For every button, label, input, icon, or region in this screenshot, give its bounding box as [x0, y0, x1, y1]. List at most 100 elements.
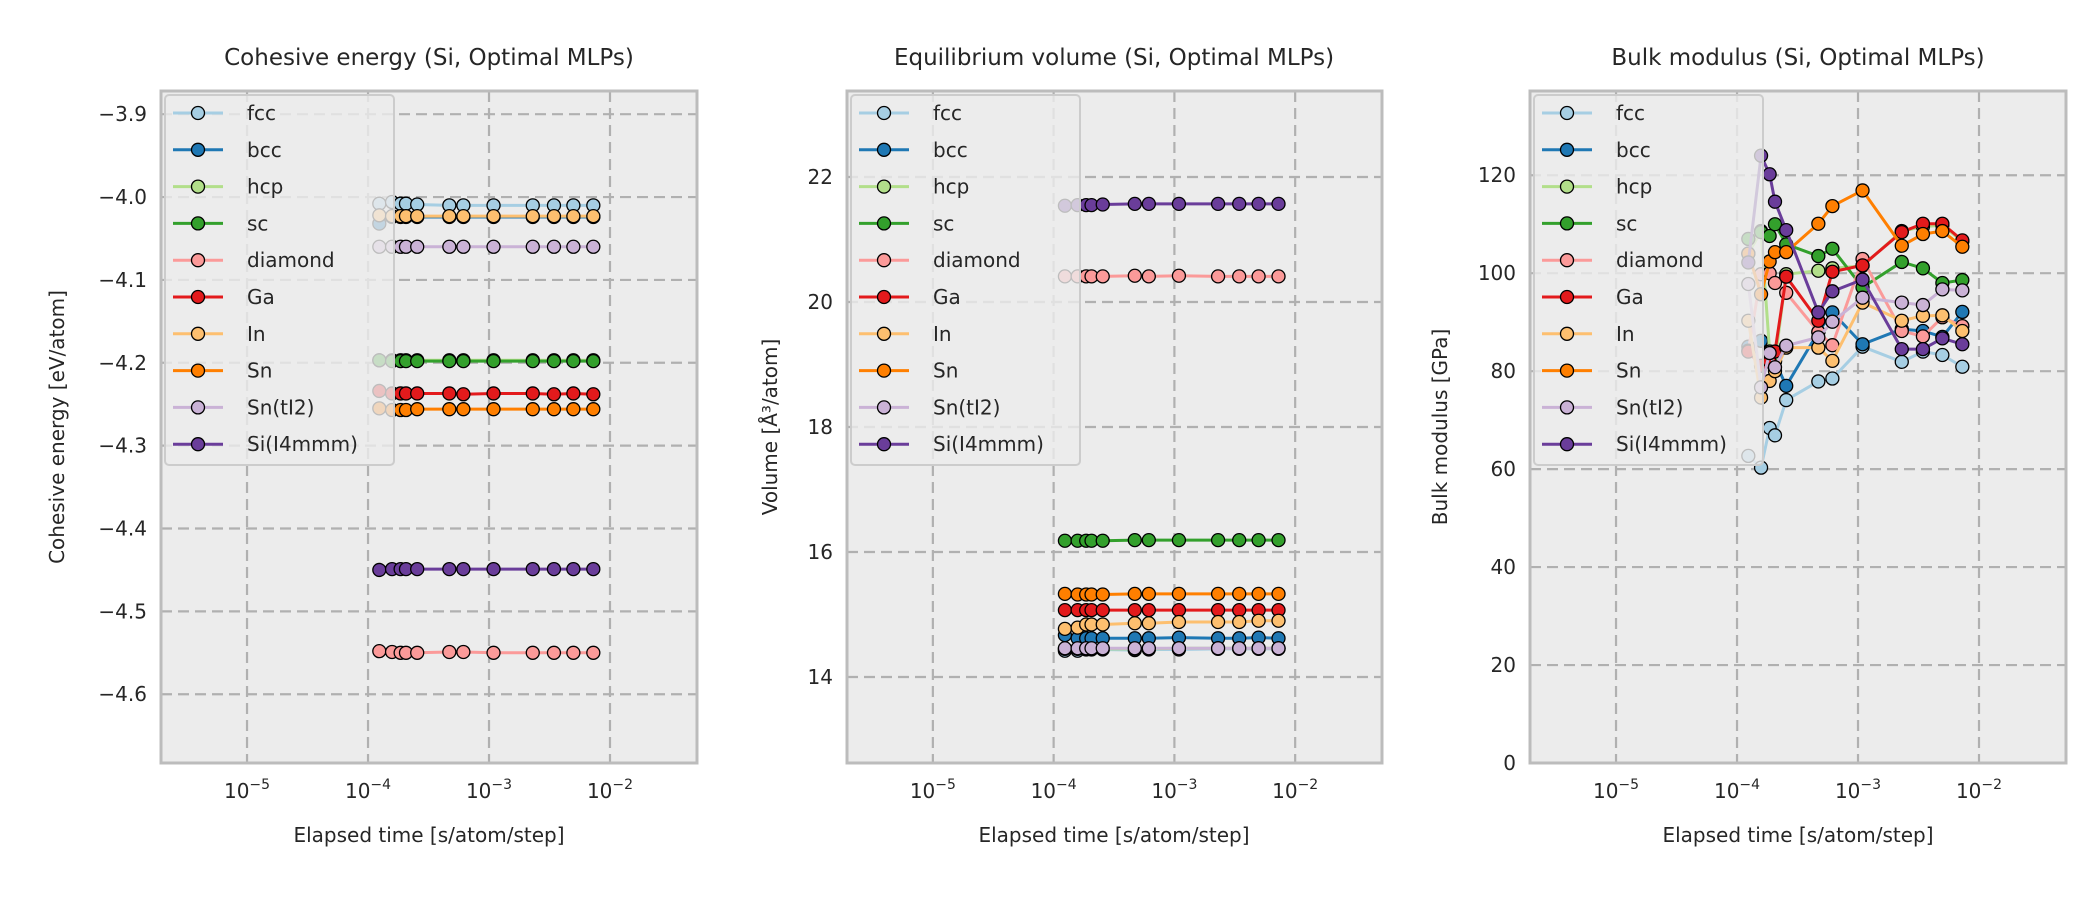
legend-marker: [1559, 105, 1575, 121]
data-point-ga: [1171, 602, 1187, 618]
data-point-ga: [410, 386, 425, 401]
legend-item-diamond: diamond: [1542, 248, 1704, 272]
data-point-sn-ti2: [1095, 641, 1110, 656]
x-tick-exponent: −5: [1618, 777, 1639, 793]
y-tick-label: −4.4: [98, 517, 147, 541]
data-point-sn-ti2: [1935, 282, 1950, 297]
data-point-bcc: [1779, 378, 1794, 394]
data-point-in: [1141, 616, 1156, 631]
data-point-in: [1057, 621, 1073, 637]
legend-label: sc: [933, 211, 954, 235]
x-tick-label: 10−5: [910, 777, 956, 803]
legend-label: Sn(tI2): [1616, 395, 1683, 419]
data-point-diamond: [1210, 269, 1226, 284]
data-point-in: [486, 208, 501, 224]
data-point-sn-ti2: [525, 239, 540, 254]
data-point-diamond: [1915, 329, 1931, 344]
x-tick-base: 10: [1956, 779, 1981, 803]
x-tick-label: 10−4: [1714, 777, 1760, 803]
legend-label: Ga: [933, 285, 961, 309]
data-point-sn: [1057, 586, 1073, 602]
y-tick-label: 40: [1491, 555, 1516, 579]
data-point-diamond: [566, 645, 581, 660]
data-point-ga: [1127, 602, 1142, 618]
legend: fcc bcc hcp sc diamond Ga In Sn Sn(tI2) Si(I4mmm): [850, 94, 1081, 466]
x-tick-label: 10−4: [345, 777, 391, 803]
data-point-sn: [546, 402, 562, 417]
legend-item-sn: Sn: [1542, 359, 1641, 383]
legend-item-sn: Sn: [173, 359, 272, 383]
x-tick-exponent: −4: [1056, 777, 1077, 793]
axes-frame: [159, 89, 699, 765]
x-tick-base: 10: [587, 779, 612, 803]
x-tick-exponent: −2: [1981, 777, 2002, 793]
data-point-sn-ti2: [566, 239, 581, 254]
legend-label: Ga: [247, 285, 275, 309]
data-point-in: [1171, 614, 1187, 630]
legend-item-bcc: bcc: [173, 138, 282, 162]
data-point-ga: [1210, 602, 1226, 618]
legend-label: hcp: [933, 175, 969, 199]
x-tick-exponent: −2: [1298, 777, 1319, 793]
data-point-si-i4mmm: [1767, 194, 1783, 209]
data-point-ga: [546, 387, 562, 402]
legend-label: fcc: [933, 101, 962, 125]
data-point-sn-ti2: [1894, 295, 1909, 310]
data-point-sn: [1915, 226, 1931, 242]
legend-label: Sn(tI2): [933, 395, 1000, 419]
x-axis-label: Elapsed time [s/atom/step]: [1662, 823, 1933, 847]
legend-marker: [190, 179, 206, 194]
data-point-sc: [566, 353, 581, 369]
legend-item-sn-ti2: Sn(tI2): [1542, 395, 1683, 419]
data-point-diamond: [525, 645, 540, 660]
data-point-ga: [1232, 602, 1247, 618]
data-point-sc: [1210, 532, 1226, 548]
data-point-in: [1095, 617, 1110, 632]
legend-label: In: [247, 322, 266, 346]
data-point-sn: [586, 402, 601, 417]
data-point-sc: [1811, 248, 1826, 264]
y-tick-label: 22: [808, 165, 833, 189]
x-tick-exponent: −3: [1860, 777, 1881, 793]
legend-marker: [1559, 216, 1575, 231]
data-point-si-i4mmm: [1779, 222, 1794, 238]
legend-label: Sn: [1616, 359, 1641, 383]
data-point-sc: [546, 353, 562, 369]
data-point-sn-ti2: [546, 239, 562, 254]
x-tick-base: 10: [1151, 779, 1176, 803]
data-point-sc: [1057, 533, 1073, 548]
legend-label: In: [1616, 322, 1635, 346]
legend-label: diamond: [247, 248, 335, 272]
data-point-in: [1894, 313, 1909, 328]
data-point-sc: [1127, 532, 1142, 548]
series-sc: [372, 353, 601, 369]
data-point-ga: [586, 387, 601, 402]
data-point-fcc: [1767, 428, 1783, 443]
x-tick-base: 10: [1593, 779, 1618, 803]
legend-marker: [190, 326, 206, 341]
series-ga: [372, 383, 601, 402]
legend-marker: [1559, 326, 1575, 341]
legend-marker: [1559, 437, 1575, 452]
chart-title: Cohesive energy (Si, Optimal MLPs): [224, 45, 634, 71]
legend-marker: [876, 179, 892, 194]
data-point-si-i4mmm: [1171, 196, 1187, 212]
data-point-fcc: [1955, 359, 1970, 374]
data-point-ga: [1141, 602, 1156, 618]
legend-label: diamond: [1616, 248, 1704, 272]
legend-item-diamond: diamond: [173, 248, 335, 272]
legend-item-hcp: hcp: [173, 175, 283, 199]
data-point-sc: [1141, 532, 1156, 548]
x-tick-base: 10: [1714, 779, 1739, 803]
legend-marker: [1559, 253, 1575, 268]
data-point-sn: [456, 402, 471, 417]
data-point-sn: [442, 402, 457, 417]
data-point-sn: [566, 402, 581, 417]
data-point-sc: [410, 353, 425, 369]
data-point-sn-ti2: [410, 239, 425, 254]
data-point-sc: [525, 353, 540, 369]
legend-label: Sn: [247, 359, 272, 383]
data-point-sc: [1762, 228, 1777, 244]
x-axis-label: Elapsed time [s/atom/step]: [978, 823, 1249, 847]
legend-item-fcc: fcc: [1542, 101, 1645, 125]
